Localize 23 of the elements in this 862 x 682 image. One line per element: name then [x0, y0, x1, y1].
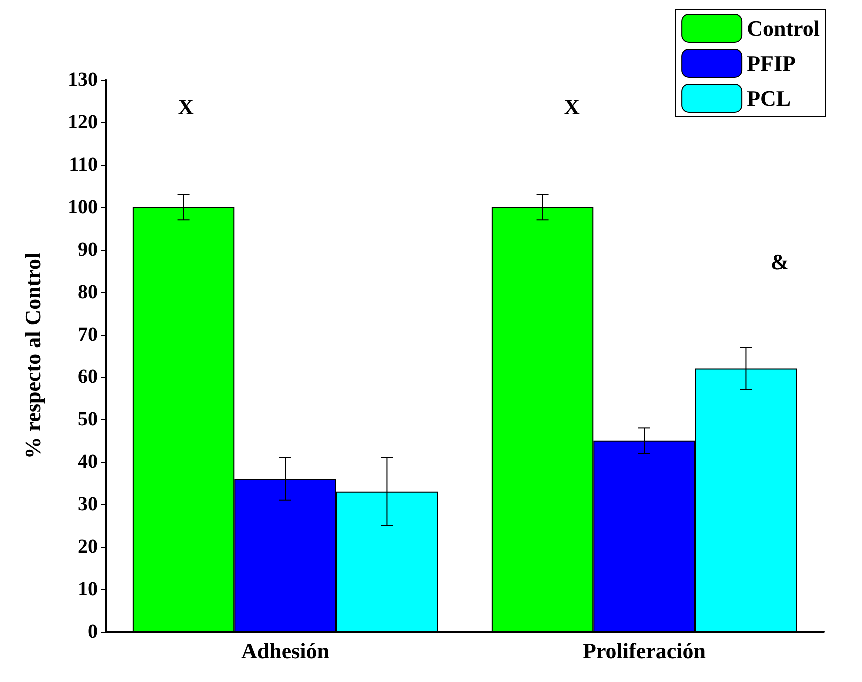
- y-tick-label: 60: [78, 366, 98, 388]
- y-tick-label: 80: [78, 281, 98, 304]
- y-tick-label: 70: [78, 324, 98, 346]
- y-tick-label: 100: [68, 196, 98, 218]
- y-tick-label: 10: [78, 578, 98, 601]
- annotation: &: [770, 250, 790, 274]
- y-tick-label: 90: [78, 238, 98, 261]
- y-tick-label: 120: [68, 111, 98, 134]
- y-tick-label: 110: [69, 154, 98, 176]
- annotation: X: [178, 94, 194, 120]
- y-tick-label: 130: [68, 69, 98, 91]
- y-tick-label: 50: [78, 408, 98, 431]
- y-tick-label: 20: [78, 536, 98, 558]
- x-tick-label: Adhesión: [241, 638, 330, 664]
- x-tick-label: Proliferación: [583, 638, 706, 664]
- legend-label: PCL: [747, 86, 792, 111]
- y-tick-label: 0: [88, 621, 98, 643]
- annotation: X: [564, 94, 580, 120]
- legend-label: PFIP: [747, 51, 796, 76]
- legend-label: Control: [747, 16, 820, 41]
- y-axis-title: % respecto al Control: [20, 252, 46, 460]
- y-tick-label: 30: [78, 494, 98, 516]
- y-tick-label: 40: [78, 451, 98, 474]
